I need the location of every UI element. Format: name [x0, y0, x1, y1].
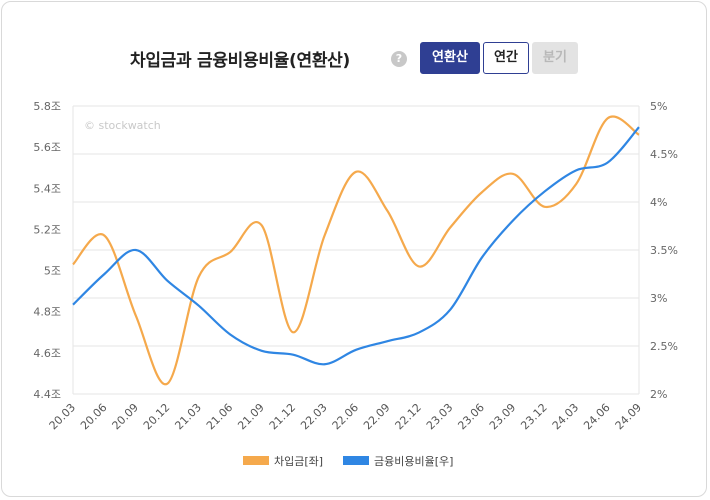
left-tick-label: 4.6조 — [33, 347, 61, 360]
x-axis-ticks: 20.03 20.06 20.09 20.12 21.03 21.06 21.09 21.12… — [47, 401, 644, 432]
x-tick-label: 23.03 — [424, 401, 455, 432]
chart-title: 차입금과 금융비용비율(연환산) — [130, 51, 350, 71]
borrowings-line — [72, 115, 640, 386]
left-tick-label: 5.4조 — [33, 182, 61, 195]
right-tick-label: 3.5% — [650, 244, 678, 257]
x-tick-label: 22.09 — [361, 401, 392, 432]
x-tick-label: 20.09 — [110, 401, 141, 432]
x-tick-label: 24.03 — [550, 401, 581, 432]
right-axis-ticks: 2% 2.5% 3% 3.5% 4% 4.5% 5% — [650, 100, 678, 401]
legend-label-ratio: 금융비용비율[우] — [374, 455, 453, 468]
left-axis-ticks: 4.4조 4.6조 4.8조 5조 5.2조 5.4조 5.6조 5.8조 — [33, 100, 61, 401]
x-tick-label: 21.06 — [204, 401, 235, 432]
left-tick-label: 5.2조 — [33, 223, 61, 236]
x-tick-label: 20.03 — [47, 401, 78, 432]
right-tick-label: 2% — [650, 388, 667, 401]
x-tick-label: 22.03 — [298, 401, 329, 432]
right-tick-label: 4.5% — [650, 148, 678, 161]
x-tick-label: 24.09 — [613, 401, 644, 432]
help-icon[interactable]: ? — [391, 51, 407, 67]
x-tick-label: 24.06 — [581, 401, 612, 432]
left-tick-label: 5조 — [44, 265, 61, 278]
right-tick-label: 3% — [650, 292, 667, 305]
series-lines — [72, 115, 640, 386]
tab-annualized[interactable]: 연환산 — [420, 42, 480, 74]
chart-header: 차입금과 금융비용비율(연환산) ? 연환산 연간 분기 — [0, 40, 710, 76]
left-tick-label: 4.4조 — [33, 388, 61, 401]
tab-quarterly: 분기 — [532, 42, 578, 74]
legend-swatch-ratio — [343, 456, 369, 465]
x-tick-label: 21.03 — [172, 401, 203, 432]
legend: 차입금[좌] 금융비용비율[우] — [243, 455, 453, 468]
x-tick-label: 22.06 — [330, 401, 361, 432]
legend-label-borrowings: 차입금[좌] — [274, 455, 323, 468]
grid-lines — [72, 105, 640, 395]
x-tick-label: 20.12 — [141, 401, 172, 432]
x-tick-label: 21.09 — [235, 401, 266, 432]
x-tick-label: 20.06 — [78, 401, 109, 432]
financial-cost-ratio-line — [72, 126, 640, 366]
legend-swatch-borrowings — [243, 456, 269, 465]
left-tick-label: 4.8조 — [33, 306, 61, 319]
tab-annual[interactable]: 연간 — [483, 42, 529, 74]
watermark: © stockwatch — [84, 119, 161, 132]
right-tick-label: 2.5% — [650, 340, 678, 353]
x-tick-label: 22.12 — [393, 401, 424, 432]
left-tick-label: 5.8조 — [33, 100, 61, 113]
x-tick-label: 23.06 — [455, 401, 486, 432]
x-tick-label: 21.12 — [267, 401, 298, 432]
right-tick-label: 4% — [650, 196, 667, 209]
x-tick-label: 23.09 — [487, 401, 518, 432]
x-tick-label: 23.12 — [518, 401, 549, 432]
left-tick-label: 5.6조 — [33, 141, 61, 154]
right-tick-label: 5% — [650, 100, 667, 113]
